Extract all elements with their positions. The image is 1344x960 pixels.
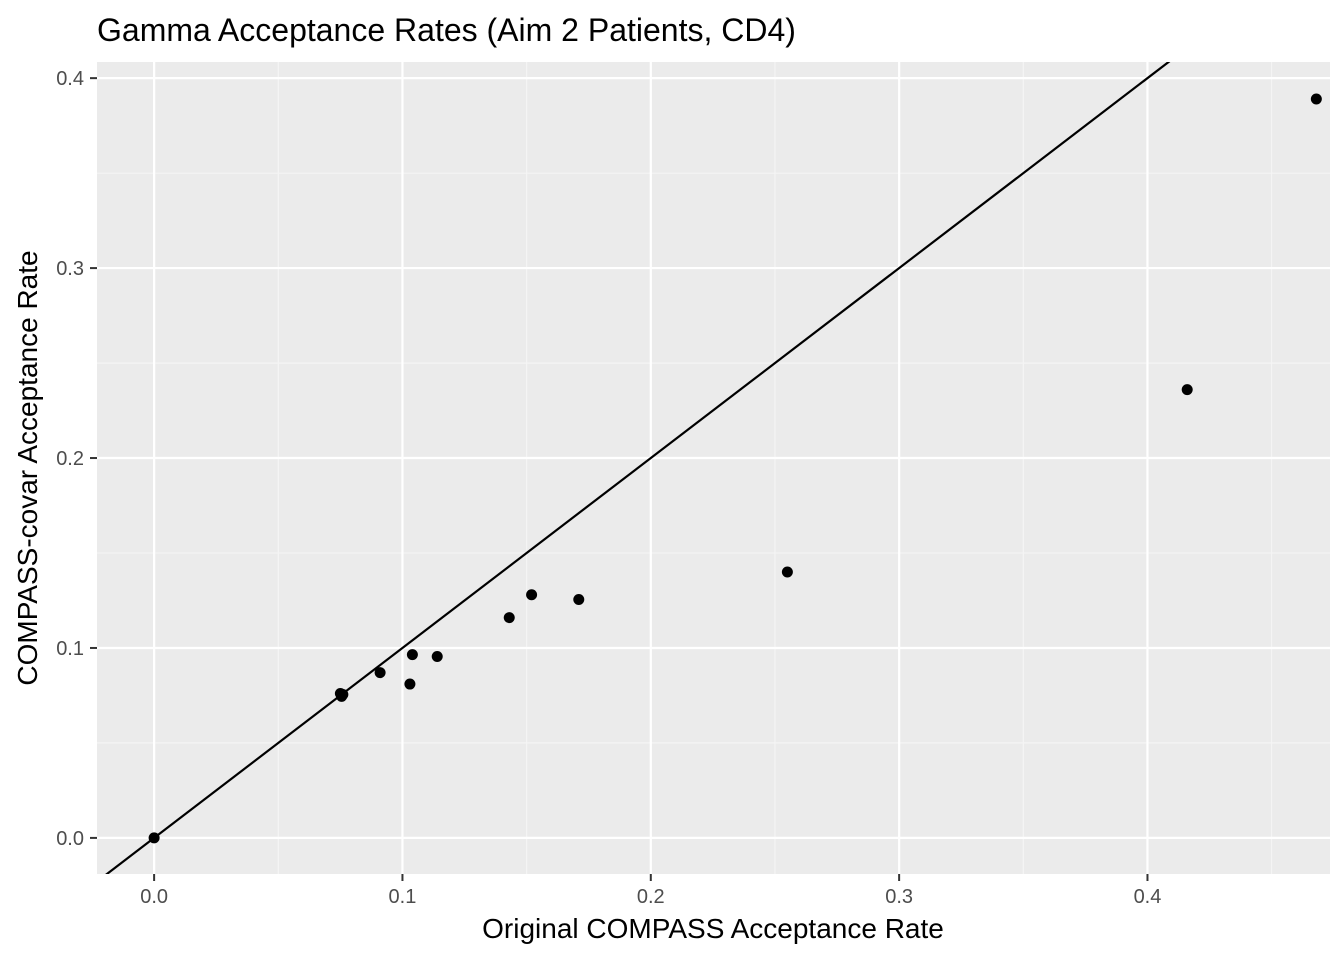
reference-line-group — [105, 62, 1171, 874]
y-tick-label: 0.4 — [56, 68, 84, 90]
x-tick-label: 0.0 — [140, 886, 168, 908]
plot-panel — [97, 62, 1330, 874]
x-axis-title: Original COMPASS Acceptance Rate — [482, 913, 944, 944]
y-tick-label: 0.0 — [56, 828, 84, 850]
y-tick-label: 0.3 — [56, 258, 84, 280]
data-point — [148, 832, 160, 844]
data-point — [337, 689, 349, 701]
chart-title: Gamma Acceptance Rates (Aim 2 Patients, … — [97, 12, 796, 48]
data-point — [431, 651, 443, 663]
y-axis-title: COMPASS-covar Acceptance Rate — [12, 250, 43, 685]
x-tick-label: 0.2 — [637, 886, 665, 908]
data-point — [573, 594, 585, 606]
y-tick-label: 0.2 — [56, 448, 84, 470]
data-points — [148, 93, 1322, 844]
minor-gridlines — [97, 62, 1330, 874]
data-point — [503, 612, 515, 624]
x-tick-label: 0.3 — [885, 886, 913, 908]
data-point — [1181, 384, 1193, 396]
y-tick-label: 0.1 — [56, 638, 84, 660]
data-point — [1310, 93, 1322, 105]
x-tick-label: 0.1 — [389, 886, 417, 908]
tick-labels: 0.0 0.1 0.2 0.3 0.4 0.0 0.1 0.2 0.3 0.4 — [56, 68, 1161, 908]
data-point — [404, 678, 416, 690]
data-point — [406, 649, 418, 661]
axis-ticks — [90, 77, 1149, 881]
x-tick-label: 0.4 — [1134, 886, 1162, 908]
major-gridlines — [97, 62, 1330, 874]
data-point — [374, 667, 386, 679]
identity-reference-line — [105, 62, 1171, 874]
data-point — [526, 589, 538, 601]
data-point — [781, 566, 793, 578]
